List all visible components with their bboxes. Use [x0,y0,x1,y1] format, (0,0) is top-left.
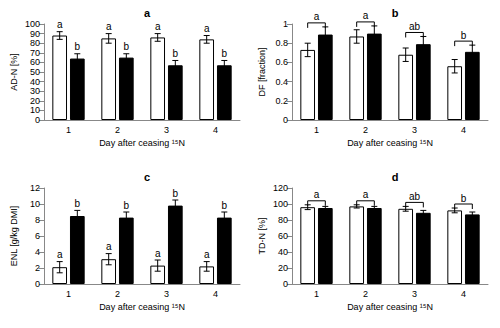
svg-text:12: 12 [30,183,40,193]
svg-text:a: a [363,10,369,21]
svg-text:b: b [392,7,399,19]
svg-text:ab: ab [409,21,421,32]
svg-text:b: b [461,30,467,41]
svg-text:b: b [75,198,81,209]
svg-text:20: 20 [30,96,40,106]
svg-text:b: b [222,48,228,59]
svg-text:0.6: 0.6 [275,57,288,67]
svg-text:60: 60 [278,231,288,241]
svg-text:4: 4 [213,125,218,135]
svg-text:10: 10 [30,199,40,209]
svg-text:a: a [57,249,63,260]
svg-text:Day after ceasing ¹⁵N: Day after ceasing ¹⁵N [99,138,185,148]
svg-text:a: a [204,249,210,260]
svg-text:3: 3 [412,289,417,299]
svg-text:4: 4 [213,289,218,299]
svg-text:1: 1 [66,125,71,135]
svg-text:Day after ceasing ¹⁵N: Day after ceasing ¹⁵N [347,138,433,148]
svg-text:a: a [314,11,320,22]
svg-text:b: b [222,200,228,211]
svg-text:ENL [g/kg DMI]: ENL [g/kg DMI] [9,206,19,267]
svg-text:2: 2 [363,125,368,135]
svg-text:2: 2 [363,289,368,299]
svg-text:a: a [155,21,161,32]
svg-text:60: 60 [30,57,40,67]
svg-text:20: 20 [278,263,288,273]
svg-text:8: 8 [35,215,40,225]
svg-text:0.8: 0.8 [275,38,288,48]
svg-text:1: 1 [66,289,71,299]
svg-text:a: a [57,19,63,30]
svg-text:0: 0 [35,115,40,125]
svg-text:80: 80 [30,38,40,48]
svg-text:DF [fraction]: DF [fraction] [257,47,267,96]
svg-text:2: 2 [115,289,120,299]
svg-text:a: a [363,189,369,200]
svg-text:3: 3 [164,125,169,135]
svg-text:100: 100 [273,199,288,209]
svg-text:a: a [155,248,161,259]
svg-text:1: 1 [314,125,319,135]
svg-text:40: 40 [30,77,40,87]
svg-text:3: 3 [412,125,417,135]
svg-text:6: 6 [35,231,40,241]
svg-text:AD-N [%]: AD-N [%] [9,53,19,91]
svg-text:0.2: 0.2 [275,96,288,106]
svg-text:b: b [173,188,179,199]
svg-text:1: 1 [283,19,288,29]
svg-text:b: b [461,193,467,204]
svg-text:Day after ceasing ¹⁵N: Day after ceasing ¹⁵N [347,302,433,312]
svg-text:40: 40 [278,247,288,257]
svg-text:50: 50 [30,67,40,77]
svg-text:10: 10 [30,105,40,115]
svg-text:0: 0 [283,279,288,289]
svg-text:0: 0 [283,115,288,125]
svg-text:2: 2 [35,263,40,273]
svg-text:a: a [106,241,112,252]
svg-text:a: a [144,7,151,19]
svg-text:80: 80 [278,215,288,225]
svg-text:4: 4 [461,289,466,299]
svg-text:b: b [124,41,130,52]
svg-text:0.4: 0.4 [275,77,288,87]
svg-text:a: a [106,21,112,32]
svg-text:b: b [173,48,179,59]
svg-text:b: b [75,41,81,52]
svg-text:TD-N [%]: TD-N [%] [257,218,267,255]
svg-text:1: 1 [314,289,319,299]
svg-text:2: 2 [115,125,120,135]
svg-text:ab: ab [409,191,421,202]
svg-text:0: 0 [35,279,40,289]
svg-text:a: a [204,23,210,34]
svg-text:d: d [392,171,399,183]
svg-text:Day after ceasing ¹⁵N: Day after ceasing ¹⁵N [99,302,185,312]
svg-text:30: 30 [30,86,40,96]
svg-text:120: 120 [273,183,288,193]
svg-text:4: 4 [461,125,466,135]
svg-text:a: a [314,189,320,200]
svg-text:70: 70 [30,48,40,58]
svg-text:b: b [124,200,130,211]
svg-text:3: 3 [164,289,169,299]
svg-text:4: 4 [35,247,40,257]
svg-text:c: c [144,171,150,183]
svg-text:100: 100 [25,19,40,29]
svg-text:90: 90 [30,29,40,39]
